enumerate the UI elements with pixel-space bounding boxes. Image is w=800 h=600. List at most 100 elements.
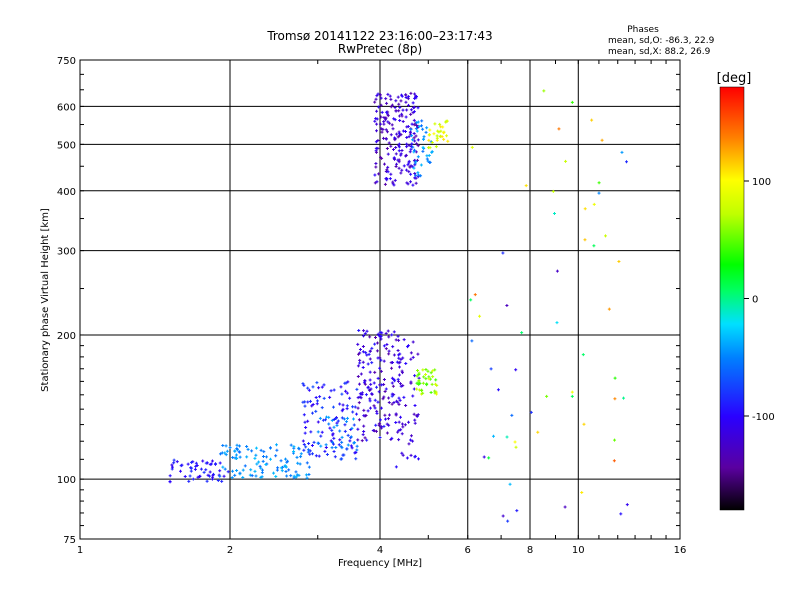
- data-point: [356, 342, 360, 346]
- data-point: [385, 431, 389, 435]
- data-point: [399, 384, 403, 388]
- x-axis-label: Frequency [MHz]: [338, 558, 422, 569]
- data-point: [170, 465, 174, 469]
- data-point: [445, 119, 449, 123]
- data-point: [508, 482, 512, 486]
- data-point: [425, 157, 429, 161]
- data-point: [416, 368, 420, 372]
- data-point: [397, 160, 401, 164]
- colorbar: [719, 86, 745, 511]
- data-point: [389, 361, 393, 365]
- data-point: [427, 377, 431, 381]
- data-point: [387, 396, 391, 400]
- data-point: [357, 382, 361, 386]
- data-point: [409, 438, 413, 442]
- data-point: [416, 138, 420, 142]
- data-point: [382, 424, 386, 428]
- data-point: [404, 130, 408, 134]
- data-point: [434, 378, 438, 382]
- y-tick-label: 200: [57, 331, 76, 342]
- data-point: [320, 406, 324, 410]
- data-point: [387, 335, 391, 339]
- data-point: [374, 97, 378, 101]
- data-point: [399, 415, 403, 419]
- data-point: [397, 142, 401, 146]
- data-point: [319, 444, 323, 448]
- data-point: [389, 144, 393, 148]
- data-point: [400, 149, 404, 153]
- data-point: [396, 158, 400, 162]
- data-point: [205, 461, 209, 465]
- data-point: [238, 444, 242, 448]
- data-point: [394, 465, 398, 469]
- data-point: [405, 168, 409, 172]
- data-point: [469, 298, 473, 302]
- data-point: [321, 418, 325, 422]
- data-point: [570, 100, 574, 104]
- data-point: [364, 351, 368, 355]
- data-point: [340, 409, 344, 413]
- data-point: [424, 372, 428, 376]
- data-point: [386, 165, 390, 169]
- data-point: [398, 352, 402, 356]
- data-point: [386, 152, 390, 156]
- data-point: [233, 449, 237, 453]
- data-point: [393, 178, 397, 182]
- data-point: [470, 145, 474, 149]
- data-point: [189, 469, 193, 473]
- data-point: [374, 140, 378, 144]
- data-point: [622, 396, 626, 400]
- data-point: [393, 138, 397, 142]
- data-point: [398, 382, 402, 386]
- data-point: [357, 418, 361, 422]
- data-point: [385, 422, 389, 426]
- colorbar-label: [deg]: [717, 71, 752, 86]
- data-point: [336, 419, 340, 423]
- data-point: [392, 157, 396, 161]
- data-point: [379, 425, 383, 429]
- data-point: [301, 400, 305, 404]
- grid-lines: [80, 60, 680, 539]
- data-point: [373, 398, 377, 402]
- data-point: [289, 474, 293, 478]
- data-point: [440, 135, 444, 139]
- data-point: [413, 172, 417, 176]
- data-point: [356, 406, 360, 410]
- data-point: [296, 461, 300, 465]
- y-tick-label: 400: [57, 187, 76, 198]
- data-point: [405, 181, 409, 185]
- data-point: [429, 391, 433, 395]
- data-point: [284, 457, 288, 461]
- data-point: [409, 91, 413, 95]
- x-tick-label: 10: [572, 545, 585, 556]
- data-point: [279, 459, 283, 463]
- data-point: [399, 428, 403, 432]
- data-point: [241, 468, 245, 472]
- data-point: [315, 381, 319, 385]
- data-point: [228, 446, 232, 450]
- data-point: [356, 396, 360, 400]
- data-point: [398, 365, 402, 369]
- data-point: [421, 368, 425, 372]
- data-point: [374, 165, 378, 169]
- data-point: [346, 433, 350, 437]
- data-point: [379, 337, 383, 341]
- data-point: [392, 117, 396, 121]
- data-point: [351, 410, 355, 414]
- data-point: [397, 438, 401, 442]
- data-point: [302, 413, 306, 417]
- data-point: [366, 362, 370, 366]
- data-point: [375, 180, 379, 184]
- data-point: [407, 442, 411, 446]
- data-point: [413, 421, 417, 425]
- data-point: [380, 156, 384, 160]
- data-point: [470, 339, 474, 343]
- data-point: [379, 103, 383, 107]
- data-point: [592, 244, 596, 248]
- data-point: [372, 429, 376, 433]
- data-point: [387, 401, 391, 405]
- data-point: [366, 385, 370, 389]
- data-point: [304, 445, 308, 449]
- data-point: [416, 457, 420, 461]
- data-point: [432, 132, 436, 136]
